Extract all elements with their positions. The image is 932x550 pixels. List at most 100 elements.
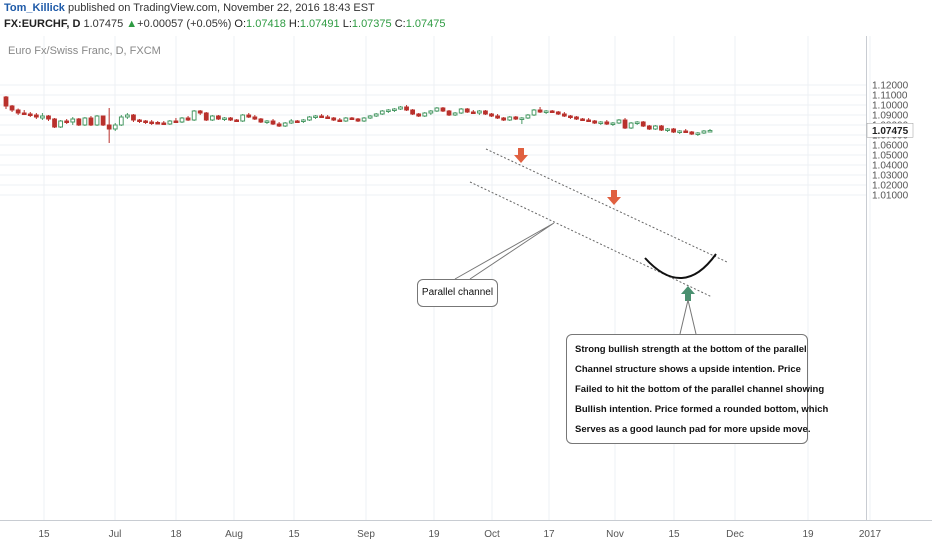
candle-body [3, 96, 9, 107]
candle-body [434, 107, 440, 112]
candle-body [319, 115, 324, 118]
candle-body [640, 121, 646, 127]
x-tick-label: 15 [288, 529, 300, 540]
candle-body [355, 118, 361, 122]
candle-body [592, 120, 598, 124]
symbol-label[interactable]: FX:EURCHF, D [4, 18, 81, 30]
candle-body [452, 112, 458, 116]
candle-body [701, 130, 707, 134]
candle-body [349, 117, 355, 120]
candle-body [258, 118, 264, 123]
candle-body [622, 119, 628, 129]
candle-body [367, 115, 373, 119]
analysis-callout: Strong bullish strength at the bottom of… [566, 334, 829, 444]
close-value: 1.07475 [405, 18, 446, 30]
candle-body [598, 121, 604, 124]
candle-body [404, 106, 409, 111]
rounded-bottom-curve [644, 253, 717, 279]
y-tick-label: 1.09000 [872, 111, 909, 122]
candle-body [531, 109, 537, 116]
candle-body [677, 130, 683, 133]
channel-lower-line [469, 181, 713, 298]
candle-body [361, 117, 367, 122]
candle-body [149, 121, 155, 124]
candle-body [683, 130, 689, 133]
published-text: published on TradingView.com, November 2… [68, 2, 375, 14]
open-label: O: [234, 18, 247, 30]
x-tick-label: 18 [170, 529, 182, 540]
y-tick-label: 1.06000 [872, 141, 909, 152]
candle-body [33, 114, 39, 118]
candle-body [343, 117, 349, 122]
candle-body [191, 110, 197, 121]
candle-body [507, 116, 513, 121]
analysis-line: Bullish intention. Price formed a rounde… [575, 404, 829, 415]
author-link[interactable]: Tom_Killick [4, 2, 65, 14]
y-tick-label: 1.10000 [872, 101, 909, 112]
candle-body [561, 113, 567, 117]
candle-body [112, 124, 118, 130]
y-tick-label: 1.03000 [872, 171, 909, 182]
y-tick-label: 1.01000 [872, 191, 909, 202]
x-tick-label: Jul [109, 529, 122, 540]
candle-body [652, 125, 658, 130]
x-tick-label: Dec [726, 529, 744, 540]
candle-body [100, 115, 106, 126]
candle-body [52, 118, 57, 128]
y-tick-label: 1.12000 [872, 81, 909, 92]
candle-body [398, 106, 403, 110]
candle-body [610, 122, 616, 125]
candle-body [385, 109, 391, 112]
candle-body [179, 117, 185, 123]
candle-body [58, 120, 64, 128]
candle-body [64, 120, 70, 123]
candle-body [246, 114, 252, 118]
price-chart[interactable]: 1.120001.110001.100001.090001.080001.070… [0, 36, 932, 550]
candle-body [604, 121, 610, 125]
publish-line: Tom_Killick published on TradingView.com… [4, 2, 375, 14]
candle-body [428, 110, 434, 114]
candle-body [15, 109, 21, 114]
close-label: C: [394, 18, 406, 30]
candle-body [446, 110, 452, 116]
candle-body [94, 115, 100, 126]
x-tick-label: Nov [606, 529, 624, 540]
candle-body [440, 107, 446, 112]
candle-body [234, 119, 240, 122]
candle-body [155, 122, 161, 125]
candle-body [9, 105, 15, 111]
chart-header: Tom_Killick published on TradingView.com… [0, 0, 932, 36]
channel-callout-pointer [454, 222, 555, 280]
x-tick-label: Sep [357, 529, 375, 540]
candle-body [118, 116, 124, 126]
candle-body [379, 110, 385, 115]
candle-body [124, 114, 130, 118]
candle-body [549, 110, 555, 113]
high-label: H: [288, 18, 300, 30]
analysis-line: Failed to hit the bottom of the parallel… [575, 384, 825, 395]
candle-body [240, 114, 246, 122]
candle-body [464, 108, 470, 113]
x-tick-label: Oct [484, 529, 500, 540]
up-arrow-icon: ▲ [126, 18, 138, 30]
down-arrow-icon [607, 190, 621, 205]
chart-title: Euro Fx/Swiss Franc, D, FXCM [8, 45, 161, 57]
candle-body [161, 122, 167, 125]
candle-body [646, 125, 652, 130]
candle-body [695, 132, 701, 135]
candle-body [422, 112, 428, 117]
candle-body [689, 131, 695, 135]
candle-body [568, 115, 573, 118]
candle-body [476, 110, 482, 114]
parallel-channel-callout: Parallel channel [417, 279, 498, 307]
y-tick-label: 1.05000 [872, 151, 909, 162]
candle-body [264, 120, 270, 123]
candle-body [294, 120, 300, 123]
candle-body [325, 116, 331, 119]
candle-body [489, 113, 494, 117]
candle-body [555, 111, 561, 115]
candle-body [616, 119, 622, 124]
candle-body [580, 118, 585, 121]
candle-body [392, 108, 397, 111]
analysis-line: Strong bullish strength at the bottom of… [575, 344, 807, 355]
